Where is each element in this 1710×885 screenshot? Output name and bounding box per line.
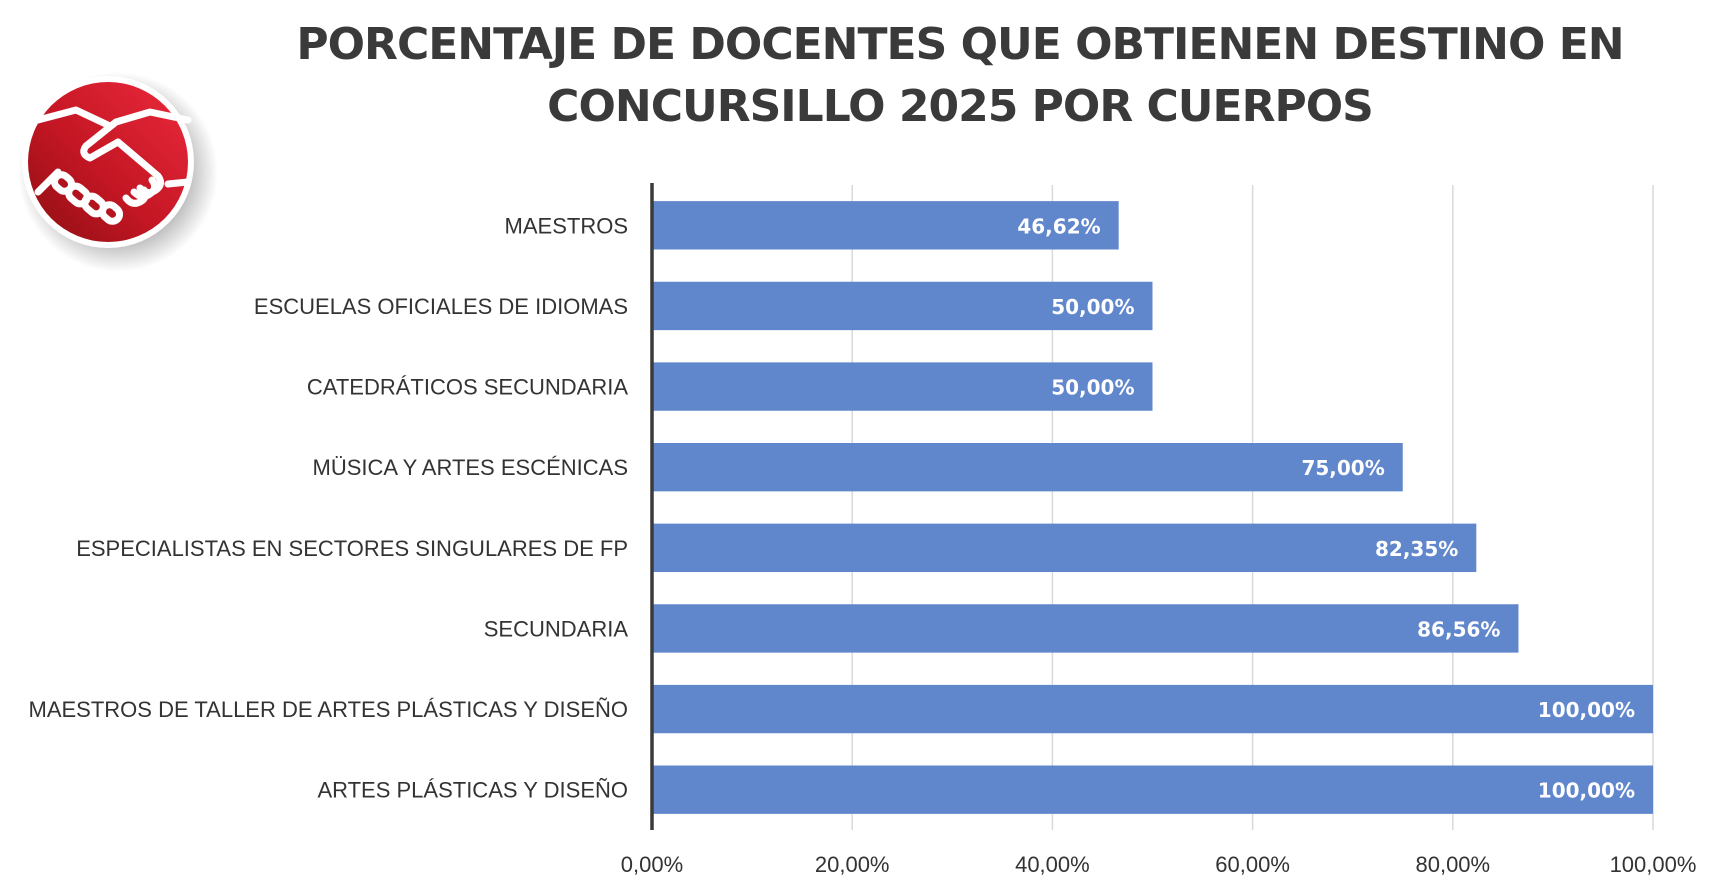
- x-tick-labels: 0,00% 20,00% 40,00% 60,00% 80,00% 100,00%: [621, 852, 1697, 877]
- bar-catedraticos-secundaria: [652, 362, 1153, 411]
- category-label-maestros-de-taller-de-artes-plasticas-y-diseno: MAESTROS DE TALLER DE ARTES PLÁSTICAS Y …: [29, 697, 629, 722]
- category-label-maestros: MAESTROS: [505, 213, 628, 238]
- x-tick-label-5: 100,00%: [1610, 852, 1697, 877]
- value-labels: 46,62% 50,00% 50,00% 75,00% 82,35% 86,56% 100,…: [1017, 214, 1635, 802]
- x-tick-label-0: 0,00%: [621, 852, 683, 877]
- bar-maestros: [652, 201, 1119, 250]
- bar-maestros-de-taller-de-artes-plasticas-y-diseno: [652, 684, 1653, 734]
- bar-escuelas-oficiales-de-idiomas: [652, 281, 1153, 331]
- value-label-especialistas-en-sectores-singulares-de-fp: 82,35%: [1375, 537, 1458, 561]
- bar-secundaria: [652, 604, 1519, 653]
- value-label-secundaria: 86,56%: [1417, 617, 1500, 641]
- x-tick-label-1: 20,00%: [815, 852, 890, 877]
- x-tick-label-3: 60,00%: [1215, 852, 1290, 877]
- value-label-maestros: 46,62%: [1017, 214, 1100, 238]
- chart-title-line-2: CONCURSILLO 2025 POR CUERPOS: [547, 81, 1374, 132]
- bars: [652, 201, 1653, 814]
- bar-artes-plasticas-y-diseno: [652, 765, 1653, 814]
- x-tick-label-4: 80,00%: [1415, 852, 1490, 877]
- chart-title-line-1: PORCENTAJE DE DOCENTES QUE OBTIENEN DEST…: [296, 19, 1624, 70]
- category-label-especialistas-en-sectores-singulares-de-fp: ESPECIALISTAS EN SECTORES SINGULARES DE …: [76, 536, 628, 561]
- value-label-escuelas-oficiales-de-idiomas: 50,00%: [1051, 295, 1134, 319]
- bar-musica-y-artes-escenicas: [652, 443, 1403, 492]
- value-label-catedraticos-secundaria: 50,00%: [1051, 376, 1134, 400]
- category-label-escuelas-oficiales-de-idiomas: ESCUELAS OFICIALES DE IDIOMAS: [254, 294, 628, 319]
- category-labels: MAESTROS ESCUELAS OFICIALES DE IDIOMAS CAT…: [29, 213, 629, 802]
- handshake-icon: [18, 72, 218, 272]
- category-label-secundaria: SECUNDARIA: [484, 616, 629, 641]
- category-label-artes-plasticas-y-diseno: ARTES PLÁSTICAS Y DISEÑO: [317, 778, 628, 803]
- value-label-musica-y-artes-escenicas: 75,00%: [1301, 456, 1384, 480]
- category-label-musica-y-artes-escenicas: MÜSICA Y ARTES ESCÉNICAS: [313, 455, 628, 480]
- chart-title: PORCENTAJE DE DOCENTES QUE OBTIENEN DEST…: [260, 14, 1660, 138]
- bar-especialistas-en-sectores-singulares-de-fp: [652, 523, 1477, 572]
- handshake-logo: [18, 72, 228, 282]
- value-label-artes-plasticas-y-diseno: 100,00%: [1538, 779, 1635, 803]
- category-label-catedraticos-secundaria: CATEDRÁTICOS SECUNDARIA: [307, 375, 628, 400]
- x-tick-label-2: 40,00%: [1015, 852, 1090, 877]
- value-label-maestros-de-taller-de-artes-plasticas-y-diseno: 100,00%: [1538, 698, 1635, 722]
